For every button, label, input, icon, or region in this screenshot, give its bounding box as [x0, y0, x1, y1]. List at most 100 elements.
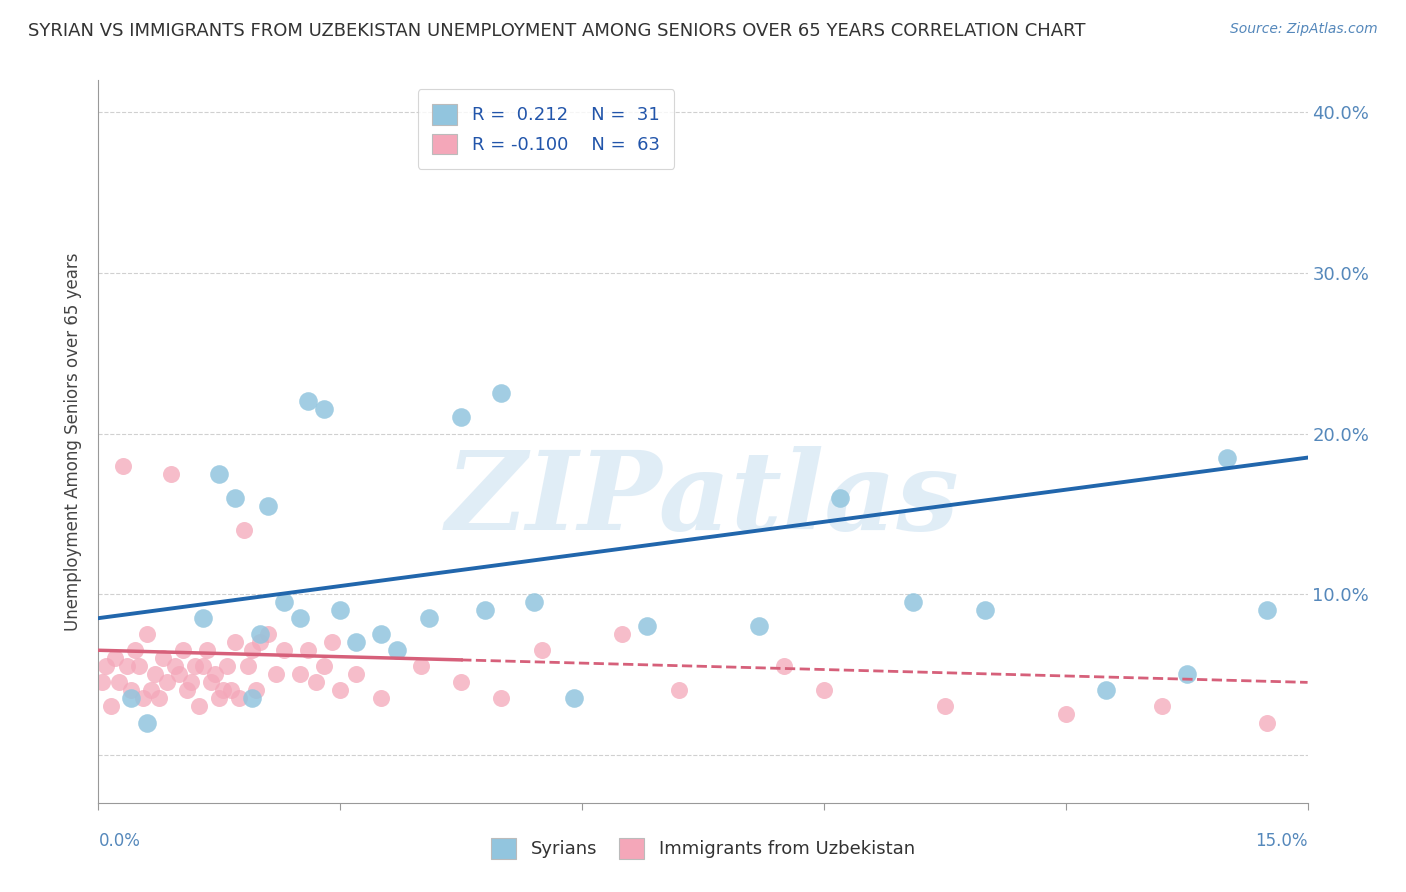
Text: SYRIAN VS IMMIGRANTS FROM UZBEKISTAN UNEMPLOYMENT AMONG SENIORS OVER 65 YEARS CO: SYRIAN VS IMMIGRANTS FROM UZBEKISTAN UNE… [28, 22, 1085, 40]
Point [115, 659, 138, 673]
Point [1175, 667, 1198, 681]
Point [224, 491, 246, 505]
Point [1216, 450, 1239, 465]
Point [1152, 699, 1174, 714]
Point [148, 691, 170, 706]
Point [232, 523, 254, 537]
Point [450, 675, 472, 690]
Point [120, 691, 142, 706]
Point [135, 627, 157, 641]
Point [91, 675, 114, 690]
Point [321, 635, 343, 649]
Text: 15.0%: 15.0% [1256, 831, 1308, 850]
Point [813, 683, 835, 698]
Point [228, 691, 250, 706]
Point [273, 595, 295, 609]
Text: 0.0%: 0.0% [98, 831, 141, 850]
Point [370, 627, 392, 641]
Point [934, 699, 956, 714]
Point [152, 651, 174, 665]
Point [100, 699, 122, 714]
Point [240, 691, 263, 706]
Point [184, 659, 207, 673]
Point [143, 667, 166, 681]
Point [288, 611, 311, 625]
Point [385, 643, 408, 657]
Point [208, 691, 231, 706]
Point [200, 675, 222, 690]
Point [212, 683, 235, 698]
Point [256, 499, 278, 513]
Point [1095, 683, 1118, 698]
Point [828, 491, 851, 505]
Point [128, 659, 150, 673]
Point [111, 458, 134, 473]
Point [160, 467, 183, 481]
Point [418, 611, 440, 625]
Point [245, 683, 267, 698]
Point [195, 643, 218, 657]
Point [224, 635, 246, 649]
Point [193, 611, 215, 625]
Point [221, 683, 243, 698]
Text: Source: ZipAtlas.com: Source: ZipAtlas.com [1230, 22, 1378, 37]
Point [297, 643, 319, 657]
Y-axis label: Unemployment Among Seniors over 65 years: Unemployment Among Seniors over 65 years [65, 252, 83, 631]
Point [370, 691, 392, 706]
Text: ZIPatlas: ZIPatlas [446, 446, 960, 553]
Point [748, 619, 770, 633]
Point [236, 659, 259, 673]
Point [409, 659, 432, 673]
Point [188, 699, 211, 714]
Point [491, 691, 513, 706]
Point [636, 619, 658, 633]
Point [344, 635, 367, 649]
Point [314, 659, 336, 673]
Point [273, 643, 295, 657]
Point [132, 691, 155, 706]
Point [139, 683, 162, 698]
Point [172, 643, 194, 657]
Point [120, 683, 142, 698]
Point [163, 659, 186, 673]
Point [156, 675, 179, 690]
Point [103, 651, 125, 665]
Point [974, 603, 997, 617]
Point [612, 627, 634, 641]
Point [180, 675, 202, 690]
Point [1256, 715, 1278, 730]
Point [217, 659, 239, 673]
Point [314, 402, 336, 417]
Point [530, 643, 553, 657]
Point [772, 659, 794, 673]
Point [329, 603, 352, 617]
Point [249, 635, 271, 649]
Point [450, 410, 472, 425]
Point [176, 683, 198, 698]
Point [135, 715, 157, 730]
Point [562, 691, 585, 706]
Point [305, 675, 328, 690]
Point [256, 627, 278, 641]
Point [1256, 603, 1278, 617]
Point [204, 667, 226, 681]
Point [1054, 707, 1077, 722]
Point [288, 667, 311, 681]
Point [249, 627, 271, 641]
Point [240, 643, 263, 657]
Point [208, 467, 231, 481]
Legend: Syrians, Immigrants from Uzbekistan: Syrians, Immigrants from Uzbekistan [484, 830, 922, 866]
Point [344, 667, 367, 681]
Point [491, 386, 513, 401]
Point [124, 643, 146, 657]
Point [96, 659, 118, 673]
Point [167, 667, 190, 681]
Point [193, 659, 215, 673]
Point [668, 683, 690, 698]
Point [901, 595, 924, 609]
Point [264, 667, 287, 681]
Point [474, 603, 496, 617]
Point [523, 595, 546, 609]
Point [329, 683, 352, 698]
Point [297, 394, 319, 409]
